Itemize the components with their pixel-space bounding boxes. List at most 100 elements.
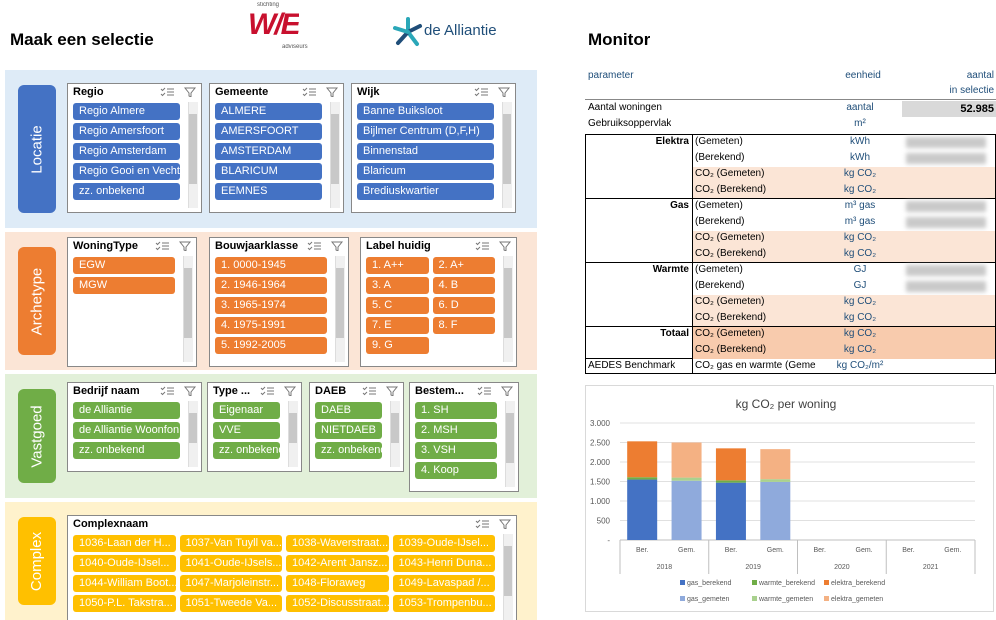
slicer-button[interactable]: 4. Koop (415, 462, 497, 479)
bar-segment (760, 481, 791, 540)
scroll-thumb[interactable] (391, 413, 399, 443)
slicer-icons[interactable] (159, 86, 199, 97)
slicer-button[interactable]: 1050-P.L. Takstra... (73, 595, 176, 612)
slicer-button[interactable]: 1040-Oude-IJsel... (73, 555, 176, 572)
slicer-icons[interactable] (301, 86, 341, 97)
slicer-button[interactable]: AMSTERDAM (215, 143, 322, 160)
slicer-button[interactable]: 1038-Waverstraat... (286, 535, 389, 552)
logo-alliantie: de Alliantie (424, 22, 497, 39)
slicer-title: Wijk (357, 86, 380, 98)
slicer-button[interactable]: 1048-Floraweg (286, 575, 389, 592)
scroll-thumb[interactable] (504, 268, 512, 338)
slicer-button[interactable]: BLARICUM (215, 163, 322, 180)
slicer-button[interactable]: DAEB (315, 402, 382, 419)
row-label: (Gemeten) (695, 136, 743, 147)
slicer-button[interactable]: 1044-William Boot... (73, 575, 176, 592)
slicer-button[interactable]: 1039-Oude-IJsel... (392, 535, 495, 552)
scroll-thumb[interactable] (289, 413, 297, 443)
slicer-button[interactable]: ALMERE (215, 103, 322, 120)
scroll-thumb[interactable] (189, 114, 197, 184)
slicer-button[interactable]: EGW (73, 257, 175, 274)
slicer-button[interactable]: 1053-Trompenbu... (392, 595, 495, 612)
slicer-button[interactable]: Eigenaar (213, 402, 280, 419)
slicer-button[interactable]: 7. E (366, 317, 429, 334)
slicer-button[interactable]: 1049-Lavaspad /... (392, 575, 495, 592)
slicer-button[interactable]: de Alliantie Woonfon... (73, 422, 180, 439)
slicer-icons[interactable] (259, 385, 299, 396)
scroll-thumb[interactable] (336, 268, 344, 338)
slicer-icons[interactable] (361, 385, 401, 396)
slicer-icons[interactable] (474, 240, 514, 251)
slicer-button[interactable]: 5. C (366, 297, 429, 314)
slicer-button[interactable]: zz. onbekend (315, 442, 382, 459)
slicer-button[interactable]: de Alliantie (73, 402, 180, 419)
slicer-button[interactable]: 2. A+ (432, 257, 495, 274)
slicer-title: Bestem... (415, 385, 464, 397)
row-shade (693, 343, 995, 359)
scroll-thumb[interactable] (184, 268, 192, 338)
slicer-button[interactable]: EEMNES (215, 183, 322, 200)
slicer-icons[interactable] (474, 518, 514, 529)
scroll-thumb[interactable] (506, 413, 514, 463)
slicer-button[interactable]: AMERSFOORT (215, 123, 322, 140)
slicer-button[interactable]: 2. MSH (415, 422, 497, 439)
x-tick-label: Ber. (725, 547, 738, 554)
slicer-button[interactable]: NIETDAEB (315, 422, 382, 439)
slicer-button[interactable]: VVE (213, 422, 280, 439)
slicer-button[interactable]: 1. 0000-1945 (215, 257, 327, 274)
slicer-button[interactable]: 1052-Discusstraat... (286, 595, 389, 612)
row-label: (Berekend) (695, 280, 745, 291)
row-label: CO₂ (Gemeten) (695, 232, 765, 243)
scroll-thumb[interactable] (331, 114, 339, 184)
slicer-button[interactable]: 1047-Marjoleinstr... (179, 575, 282, 592)
slicer-icons[interactable] (159, 385, 199, 396)
x-tick-label: Ber. (902, 547, 915, 554)
slicer-button[interactable]: Regio Almere (73, 103, 180, 120)
slicer-button[interactable]: zz. onbekend (73, 183, 180, 200)
slicer-button[interactable]: Brediuskwartier (357, 183, 494, 200)
slicer-button[interactable]: zz. onbekend (213, 442, 280, 459)
slicer-button[interactable]: Banne Buiksloot (357, 103, 494, 120)
slicer-button[interactable]: 3. VSH (415, 442, 497, 459)
slicer-button[interactable]: 1051-Tweede Va... (179, 595, 282, 612)
slicer-button[interactable]: 1. SH (415, 402, 497, 419)
slicer-icons[interactable] (473, 86, 513, 97)
bar-segment (715, 480, 746, 483)
slicer-icons[interactable] (306, 240, 346, 251)
slicer-button[interactable]: 3. A (366, 277, 429, 294)
logo-top: stichting (257, 2, 280, 8)
slicer-button[interactable]: 1. A++ (366, 257, 429, 274)
slicer-icons[interactable] (476, 385, 516, 396)
scroll-thumb[interactable] (504, 546, 512, 596)
logo-mark: W/E (248, 8, 299, 41)
slicer-icons[interactable] (154, 240, 194, 251)
slicer-button[interactable]: 5. 1992-2005 (215, 337, 327, 354)
slicer-button[interactable]: Bijlmer Centrum (D,F,H) (357, 123, 494, 140)
rule (585, 99, 996, 100)
slicer-button[interactable]: 4. 1975-1991 (215, 317, 327, 334)
slicer-button[interactable]: Blaricum (357, 163, 494, 180)
slicer-button[interactable]: 2. 1946-1964 (215, 277, 327, 294)
slicer: Bestem... 1. SH 2. MSH 3. VSH 4. Koop (409, 382, 519, 492)
scroll-thumb[interactable] (503, 114, 511, 184)
slicer-button[interactable]: Regio Amersfoort (73, 123, 180, 140)
slicer-button[interactable]: MGW (73, 277, 175, 294)
slicer-button[interactable]: Binnenstad (357, 143, 494, 160)
slicer-button[interactable]: 3. 1965-1974 (215, 297, 327, 314)
group-label: Totaal (660, 328, 689, 339)
slicer-button[interactable]: zz. onbekend (73, 442, 180, 459)
slicer: Regio Regio Almere Regio Amersfoort Regio A… (67, 83, 202, 213)
slicer-button[interactable]: 1037-Van Tuyll va... (179, 535, 282, 552)
slicer-button[interactable]: 1043-Henri Duna... (392, 555, 495, 572)
slicer-button[interactable]: 6. D (432, 297, 495, 314)
scroll-thumb[interactable] (189, 413, 197, 443)
slicer-button[interactable]: 9. G (366, 337, 429, 354)
slicer-button[interactable]: Regio Gooi en Vecht... (73, 163, 180, 180)
slicer-button[interactable]: 4. B (432, 277, 495, 294)
slicer-button[interactable]: 1036-Laan der H... (73, 535, 176, 552)
slicer-button[interactable]: 1042-Arent Jansz... (286, 555, 389, 572)
slicer-button[interactable]: 1041-Oude-IJsels... (179, 555, 282, 572)
slicer-button[interactable]: Regio Amsterdam (73, 143, 180, 160)
slicer-button[interactable]: 8. F (432, 317, 495, 334)
